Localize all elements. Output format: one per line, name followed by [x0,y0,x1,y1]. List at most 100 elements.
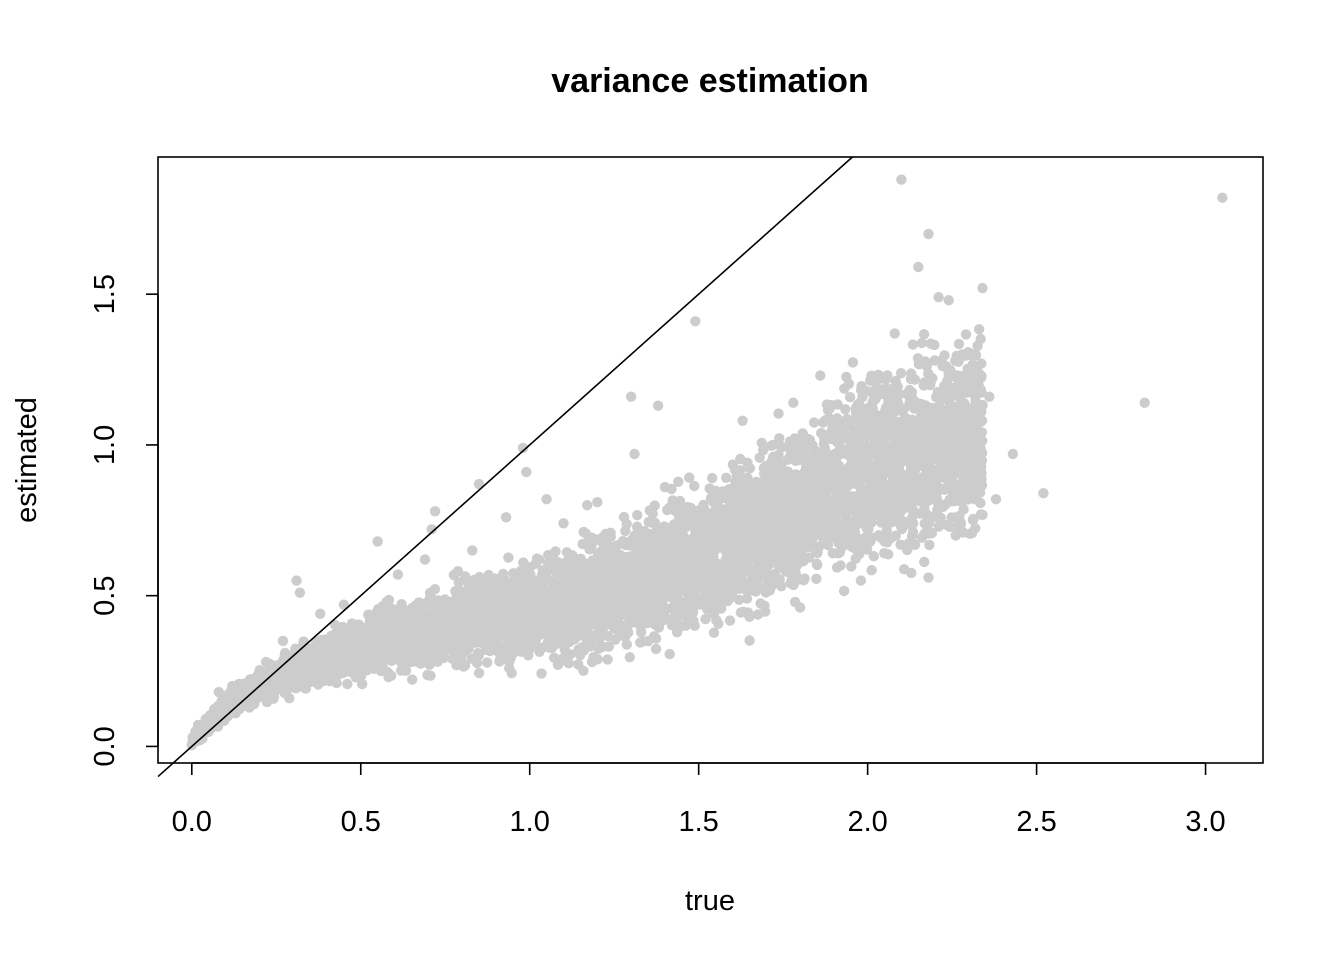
scatter-point [952,521,963,532]
scatter-point [841,371,852,383]
scatter-point [883,395,894,406]
scatter-point [300,683,311,694]
scatter-point [844,392,856,403]
scatter-point [536,668,547,679]
scatter-point [882,370,893,381]
scatter-point [342,678,353,690]
scatter-point [632,510,643,521]
scatter-point [715,603,727,614]
scatter-point [866,565,877,576]
scatter-point [975,497,986,509]
scatter-point [974,487,986,498]
scatter-point [620,525,631,537]
scatter-point [338,667,350,678]
scatter-point [906,368,917,379]
scatter-point [689,480,700,492]
scatter-point [734,538,746,549]
scatter-point [680,522,691,533]
scatter-point [941,519,953,531]
scatter-point [822,539,834,551]
scatter-point [970,407,981,418]
scatter-point [605,527,616,538]
scatter-point [794,602,806,613]
scatter-point [898,516,909,527]
scatter-point [754,452,765,463]
scatter-point [925,376,936,387]
scatter-point [602,654,613,665]
scatter-point [895,368,907,379]
scatter-point [425,590,436,601]
points-layer [186,174,1228,751]
scatter-point [711,614,722,626]
scatter-point [935,395,946,406]
scatter-point [458,661,469,672]
scatter-point [927,474,938,485]
scatter-point [808,417,820,428]
scatter-point [667,613,679,624]
scatter-point [452,566,464,577]
scatter-point [684,472,695,483]
scatter-point [799,573,810,584]
scatter-point [543,549,554,561]
scatter-point [537,596,548,607]
scatter-point [578,665,589,676]
scatter-point [865,442,877,453]
scatter-point [586,613,598,624]
scatter-point [953,338,965,350]
scatter-point [721,472,732,483]
scatter-point [918,329,930,340]
scatter-point [724,615,736,626]
scatter-point [890,530,901,541]
scatter-point [840,404,851,415]
scatter-point [659,521,670,532]
scatter-point [958,504,969,515]
scatter-point [967,514,979,526]
scatter-point [916,337,927,349]
scatter-point [578,526,589,538]
chart-title: variance estimation [551,62,868,100]
scatter-point [925,338,936,349]
scatter-point [530,558,541,569]
scatter-point [559,644,570,655]
scatter-point [357,678,368,690]
scatter-point [622,552,633,563]
scatter-point [504,663,515,674]
scatter-point [733,530,744,541]
scatter-point [924,539,935,551]
scatter-point [349,668,360,679]
scatter-point [708,627,720,638]
scatter-point [618,511,630,523]
scatter-point [790,574,802,585]
scatter-point [473,667,485,679]
scatter-point [862,535,874,547]
scatter-point [649,500,660,511]
scatter-point [488,584,499,595]
scatter-point [674,622,685,633]
scatter-point [337,621,348,633]
scatter-point [811,558,822,569]
scatter-point [700,613,711,625]
scatter-point [752,582,764,593]
scatter-point [482,657,493,668]
scatter-point [425,670,436,681]
scatter-point [811,573,822,584]
scatter-point [674,495,686,507]
scatter-point [972,340,983,351]
scatter-point [933,521,944,532]
scatter-point [937,360,948,372]
scatter-point [847,357,859,368]
scatter-point [960,329,972,340]
scatter-point [841,475,853,486]
scatter-point [773,408,784,419]
scatter-point [643,516,654,528]
scatter-point [939,350,950,361]
scatter-point [707,492,719,503]
scatter-point [449,652,461,663]
scatter-point [838,585,850,597]
scatter-point [975,509,987,520]
scatter-point [907,393,918,404]
scatter-point [843,515,855,527]
scatter-point [977,435,988,446]
scatter-point [603,641,614,652]
